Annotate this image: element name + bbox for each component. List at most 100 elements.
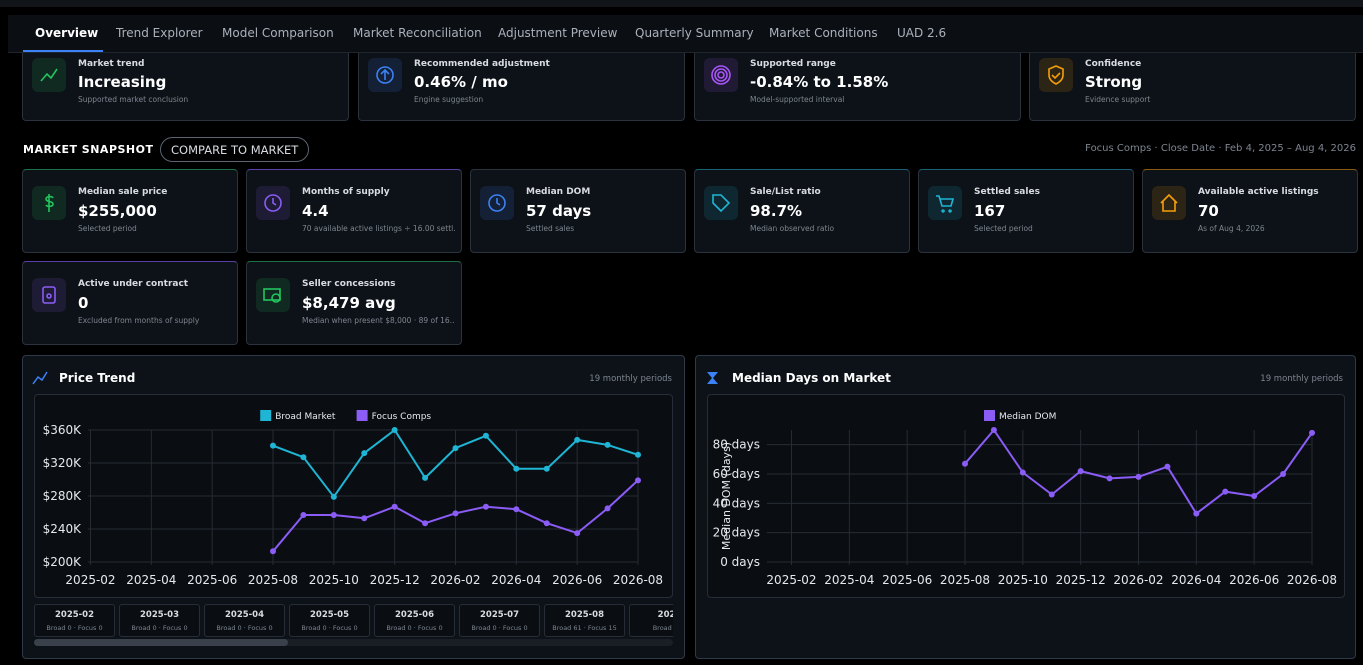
- metric-label: Active under contract: [78, 279, 189, 289]
- summary-sub: Evidence support: [1085, 95, 1151, 104]
- metric-label: Seller concessions: [302, 279, 396, 289]
- y-tick-label: 20 days: [713, 526, 760, 540]
- period-card[interactable]: 2025-07 Broad 0 · Focus 0: [459, 604, 540, 637]
- summary-card: Supported range -0.84% to 1.58% Model-supp…: [694, 46, 1021, 121]
- period-card[interactable]: 2025-05 Broad 0 · Focus 0: [289, 604, 370, 637]
- icon: [256, 278, 290, 312]
- data-point: [962, 460, 968, 467]
- icon-glyph: [1160, 193, 1178, 212]
- x-tick-label: 2025-10: [309, 573, 359, 587]
- icon: [32, 278, 66, 312]
- icon: [32, 186, 66, 220]
- period-counts: Broad 0 · Focus 0: [386, 624, 443, 632]
- summary-card: Recommended adjustment 0.46% / mo Engine s…: [358, 46, 685, 121]
- period-counts: Broad 0 · Focus 0: [301, 624, 358, 632]
- period-card[interactable]: 2025 Broad 70 ·: [629, 604, 673, 637]
- summary-value: 0.46% / mo: [414, 73, 508, 91]
- glyph: [376, 66, 394, 84]
- tab[interactable]: Market Conditions: [769, 26, 878, 40]
- glyph: [496, 198, 501, 206]
- y-tick-label: $360K: [43, 423, 83, 437]
- period-label: 2025-08: [564, 610, 604, 620]
- filter-text: Focus Comps · Close Date · Feb 4, 2025 –…: [1085, 143, 1356, 154]
- summary-card: Market trend Increasing Supported market c…: [22, 46, 349, 121]
- glyph: [46, 293, 52, 299]
- y-tick-label: $240K: [43, 522, 83, 536]
- metric-sub: Selected period: [78, 224, 137, 233]
- icon: [1152, 186, 1186, 220]
- glyph: [717, 71, 725, 79]
- data-point: [452, 510, 459, 517]
- title-icon: [707, 372, 718, 384]
- glyph: [42, 286, 56, 304]
- icon-glyph: [264, 194, 282, 212]
- metric-sub: Settled sales: [526, 224, 575, 233]
- data-point: [300, 511, 307, 518]
- compare-button[interactable]: COMPARE TO MARKET: [160, 137, 310, 162]
- icon-glyph: [488, 194, 506, 212]
- glyph: [1160, 193, 1178, 212]
- data-point: [330, 511, 337, 518]
- legend-label: Focus Comps: [372, 412, 432, 422]
- metric-sub: 70 available active listings ÷ 16.00 set…: [302, 224, 455, 233]
- x-tick-label: 2026-06: [1229, 573, 1279, 587]
- tab[interactable]: Market Reconciliation: [353, 26, 482, 40]
- period-card[interactable]: 2025-08 Broad 61 · Focus 15: [544, 604, 625, 637]
- summary-sub: Supported market conclusion: [78, 95, 189, 104]
- metric-value: $8,479 avg: [302, 294, 396, 312]
- top-strip: [0, 0, 1363, 7]
- icon: [256, 186, 290, 220]
- metric-label: Median sale price: [78, 187, 168, 197]
- icon-glyph: [376, 66, 394, 84]
- data-point: [270, 442, 276, 449]
- period-label: 2025-03: [139, 610, 179, 620]
- metric-card: Months of supply 4.4 70 available active l…: [246, 169, 462, 253]
- y-tick-label: $320K: [43, 456, 83, 470]
- icon: [368, 58, 402, 92]
- y-tick-label: $200K: [43, 555, 83, 569]
- data-point: [452, 445, 459, 452]
- tab[interactable]: Adjustment Preview: [498, 26, 618, 40]
- metric-sub: Median when present $8,000 · 89 of 16…: [302, 316, 455, 325]
- summary-label: Confidence: [1085, 59, 1142, 69]
- y-tick-label: 80 days: [713, 438, 760, 452]
- glyph: [271, 293, 281, 303]
- tab[interactable]: Overview: [35, 26, 99, 40]
- metric-label: Available active listings: [1198, 187, 1319, 197]
- summary-label: Recommended adjustment: [414, 59, 550, 69]
- data-point: [635, 451, 641, 458]
- tab[interactable]: Quarterly Summary: [635, 26, 754, 40]
- period-card[interactable]: 2025-02 Broad 0 · Focus 0: [34, 604, 115, 637]
- x-tick-label: 2025-06: [882, 573, 932, 587]
- summary-label: Supported range: [750, 59, 836, 69]
- data-point: [1222, 488, 1229, 495]
- tab[interactable]: UAD 2.6: [897, 26, 947, 40]
- x-tick-label: 2025-02: [766, 573, 816, 587]
- x-tick-label: 2025-12: [370, 573, 420, 587]
- summary-sub: Engine suggestion: [414, 95, 484, 104]
- data-point: [1106, 475, 1113, 482]
- metric-label: Months of supply: [302, 187, 390, 197]
- icon-glyph: [1048, 65, 1064, 85]
- data-point: [513, 465, 520, 472]
- period-card[interactable]: 2025-06 Broad 0 · Focus 0: [374, 604, 455, 637]
- period-card[interactable]: 2025-03 Broad 0 · Focus 0: [119, 604, 200, 637]
- data-point: [482, 503, 489, 510]
- glyph: [264, 194, 282, 212]
- data-point: [1193, 510, 1200, 517]
- icon: [704, 58, 738, 92]
- metric-card: Median sale price $255,000 Selected period: [22, 169, 238, 253]
- x-tick-label: 2025-06: [187, 573, 237, 587]
- scroll-track: [34, 639, 673, 646]
- icon: [480, 186, 514, 220]
- tab[interactable]: Trend Explorer: [116, 26, 203, 40]
- scroll-thumb[interactable]: [34, 639, 288, 646]
- tab[interactable]: Model Comparison: [222, 26, 334, 40]
- icon: [1039, 58, 1073, 92]
- data-point: [1019, 469, 1026, 476]
- tab-bar-overlay: [8, 15, 1363, 53]
- metric-label: Settled sales: [974, 187, 1040, 197]
- data-point: [270, 548, 276, 555]
- glyph: [272, 198, 277, 206]
- period-card[interactable]: 2025-04 Broad 0 · Focus 0: [204, 604, 285, 637]
